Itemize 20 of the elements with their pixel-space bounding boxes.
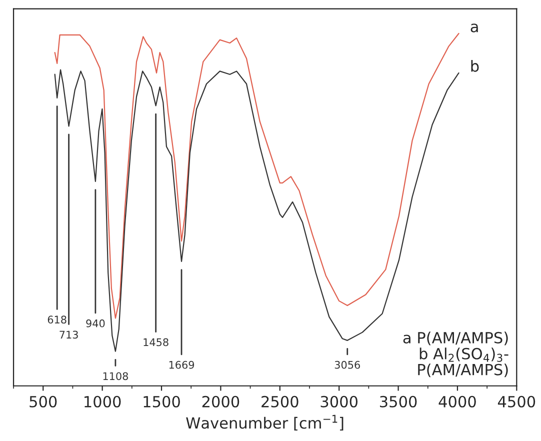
- x-tick-label: 500: [30, 396, 57, 408]
- annotation: 3056: [334, 360, 360, 369]
- annotation: 713: [60, 330, 78, 339]
- annotation: 1669: [169, 360, 194, 369]
- x-tick-label: 3000: [320, 396, 358, 408]
- annotation: 1108: [103, 372, 128, 380]
- x-axis-title: Wavenumber [cm$^{−1}$]: [186, 414, 344, 431]
- x-tick-label: 4500: [498, 396, 536, 408]
- annotation: 1458: [144, 338, 168, 346]
- x-tick-label: 1500: [144, 396, 180, 408]
- annotation: 618: [48, 316, 66, 324]
- x-tick-label: 2000: [202, 396, 240, 408]
- annotation: 940: [86, 319, 105, 328]
- series-label: b: [471, 60, 479, 72]
- x-tick-label: 1000: [84, 396, 121, 408]
- x-tick-label: 2500: [262, 396, 298, 408]
- x-tick-label: 4000: [438, 396, 476, 408]
- text: a P(AM/AMPS) b Al$_{2}$(SO$_{4}$)$_{3}$- P(AM/AMPS): [403, 332, 508, 378]
- x-tick-label: 3500: [380, 396, 417, 408]
- series-label: a: [470, 24, 478, 32]
